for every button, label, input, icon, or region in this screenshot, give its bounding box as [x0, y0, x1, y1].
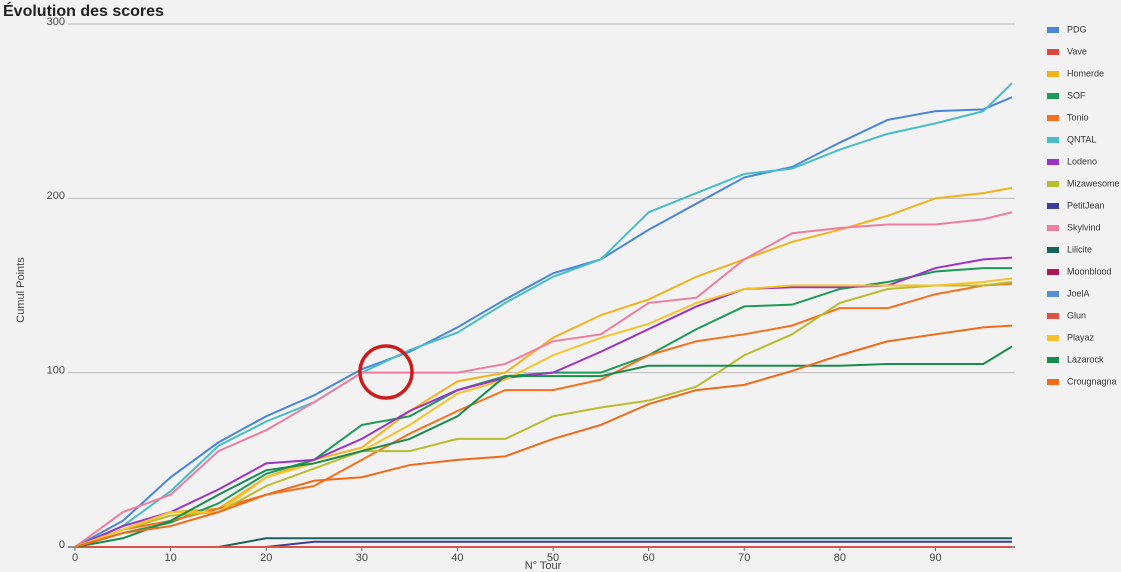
x-tick-label: 10: [164, 552, 176, 564]
x-tick-label: 30: [356, 552, 368, 564]
legend-swatch: [1047, 313, 1059, 319]
legend-label: SOF: [1067, 90, 1086, 100]
legend-label: Skylvind: [1067, 222, 1101, 232]
legend-label: JoelA: [1067, 288, 1090, 298]
y-tick-label: 200: [47, 190, 65, 202]
legend-swatch: [1047, 49, 1059, 55]
y-axis-label: Cumul Points: [15, 257, 27, 323]
legend-label: Moonblood: [1067, 266, 1112, 276]
legend-swatch: [1047, 247, 1059, 253]
x-tick-label: 80: [834, 552, 846, 564]
legend-label: Vave: [1067, 46, 1087, 56]
legend-swatch: [1047, 93, 1059, 99]
legend-swatch: [1047, 137, 1059, 143]
legend-label: Lazarock: [1067, 354, 1104, 364]
x-tick-label: 90: [929, 552, 941, 564]
x-tick-label: 70: [738, 552, 750, 564]
legend-label: Tonio: [1067, 112, 1089, 122]
legend-label: Glun: [1067, 310, 1086, 320]
legend-swatch: [1047, 27, 1059, 33]
legend-swatch: [1047, 71, 1059, 77]
legend-swatch: [1047, 115, 1059, 121]
series-line: [74, 324, 1013, 548]
highlight-circle: [358, 344, 414, 400]
x-tick-label: 60: [643, 552, 655, 564]
legend-label: PetitJean: [1067, 200, 1105, 210]
series-line: [74, 82, 1013, 548]
legend-swatch: [1047, 269, 1059, 275]
x-tick-label: 0: [72, 552, 78, 564]
x-tick-label: 40: [451, 552, 463, 564]
legend-label: Playaz: [1067, 332, 1095, 342]
series-line: [74, 281, 1013, 548]
legend-swatch: [1047, 203, 1059, 209]
legend-swatch: [1047, 379, 1059, 385]
series-line: [75, 537, 1012, 548]
legend-label: Lodeno: [1067, 156, 1097, 166]
series-line: [74, 345, 1013, 548]
series-line: [74, 96, 1013, 548]
y-tick-label: 0: [59, 539, 65, 551]
legend-label: QNTAL: [1067, 134, 1096, 144]
y-tick-label: 100: [47, 365, 65, 377]
x-tick-label: 50: [547, 552, 559, 564]
legend-label: Lilicite: [1067, 244, 1092, 254]
series-line: [74, 267, 1012, 548]
chart-title: Évolution des scores: [3, 1, 164, 20]
series-line: [74, 282, 1013, 548]
legend-swatch: [1047, 225, 1059, 231]
series-line: [74, 186, 1013, 548]
legend-swatch: [1047, 181, 1059, 187]
legend-label: Crougnagna: [1067, 376, 1117, 386]
legend-label: Mizawesome: [1067, 178, 1120, 188]
x-axis-label: N° Tour: [525, 560, 562, 572]
legend-swatch: [1047, 159, 1059, 165]
y-tick-label: 300: [47, 16, 65, 28]
legend-label: Homerde: [1067, 68, 1104, 78]
legend-label: PDG: [1067, 24, 1087, 34]
x-tick-label: 20: [260, 552, 272, 564]
legend-swatch: [1047, 335, 1059, 341]
series-line: [74, 277, 1013, 548]
legend-swatch: [1047, 291, 1059, 297]
series-line: [74, 211, 1013, 548]
legend-swatch: [1047, 357, 1059, 363]
